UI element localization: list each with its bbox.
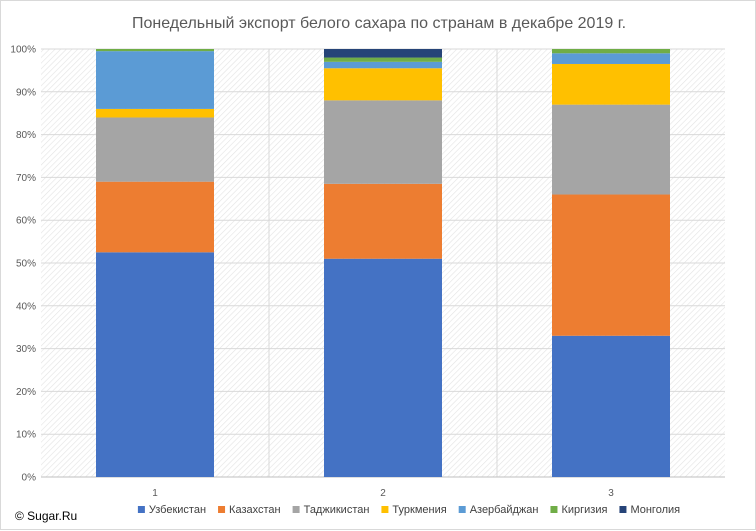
- bar-segment: [552, 335, 670, 477]
- bar-segment: [96, 181, 214, 253]
- legend-swatch: [381, 506, 389, 513]
- legend-label: Таджикистан: [304, 504, 370, 516]
- legend-label: Туркмения: [392, 504, 446, 516]
- bar-segment: [552, 104, 670, 195]
- legend-swatch: [458, 506, 466, 513]
- legend-label: Узбекистан: [149, 504, 206, 516]
- legend-item: Узбекистан: [137, 504, 206, 516]
- legend-item: Монголия: [619, 504, 680, 516]
- legend: Узбекистан Казахстан Таджикистан Туркмения А…: [137, 504, 680, 516]
- bar-segment: [552, 53, 670, 64]
- x-tick-label: 1: [152, 488, 158, 499]
- x-tick-label: 2: [380, 488, 386, 499]
- y-tick-label: 20%: [16, 387, 36, 398]
- legend-item: Таджикистан: [292, 504, 370, 516]
- x-axis: 1 2 3: [152, 488, 614, 499]
- bar-segment: [96, 51, 214, 109]
- y-tick-label: 50%: [16, 259, 36, 270]
- bar-segment: [324, 100, 442, 184]
- bar-segment: [552, 63, 670, 105]
- y-tick-label: 0%: [22, 473, 37, 484]
- y-tick-label: 40%: [16, 301, 36, 312]
- bar-segment: [324, 49, 442, 58]
- legend-swatch: [550, 506, 558, 513]
- bar-segment: [552, 49, 670, 54]
- y-tick-label: 60%: [16, 216, 36, 227]
- bar-segment: [96, 117, 214, 182]
- bars: [96, 49, 670, 477]
- y-tick-label: 30%: [16, 344, 36, 355]
- bar-segment: [324, 57, 442, 62]
- y-tick-label: 70%: [16, 173, 36, 184]
- legend-swatch: [218, 506, 226, 513]
- legend-item: Киргизия: [550, 504, 607, 516]
- bar-segment: [324, 258, 442, 477]
- bar-segment: [324, 68, 442, 101]
- bar-segment: [96, 252, 214, 477]
- x-tick-label: 3: [608, 488, 614, 499]
- y-tick-label: 80%: [16, 130, 36, 141]
- bar-segment: [324, 61, 442, 69]
- legend-label: Киргизия: [561, 504, 607, 516]
- legend-label: Монголия: [630, 504, 680, 516]
- bar-segment: [324, 183, 442, 259]
- legend-swatch: [292, 506, 300, 513]
- legend-swatch: [137, 506, 145, 513]
- bar-segment: [96, 108, 214, 118]
- bar-segment: [552, 194, 670, 336]
- y-axis: 0% 10% 20% 30% 40% 50% 60% 70% 80% 90% 100%: [10, 45, 36, 484]
- y-tick-label: 100%: [10, 45, 36, 56]
- bar-segment: [96, 49, 214, 52]
- copyright-label: © Sugar.Ru: [15, 509, 77, 523]
- legend-item: Казахстан: [218, 504, 281, 516]
- chart-title: Понедельный экспорт белого сахара по стр…: [132, 15, 626, 32]
- legend-label: Казахстан: [229, 504, 281, 516]
- y-tick-label: 10%: [16, 430, 36, 441]
- legend-label: Азербайджан: [470, 504, 539, 516]
- legend-item: Туркмения: [381, 504, 447, 516]
- y-tick-label: 90%: [16, 87, 36, 98]
- legend-swatch: [619, 506, 627, 513]
- legend-item: Азербайджан: [458, 504, 539, 516]
